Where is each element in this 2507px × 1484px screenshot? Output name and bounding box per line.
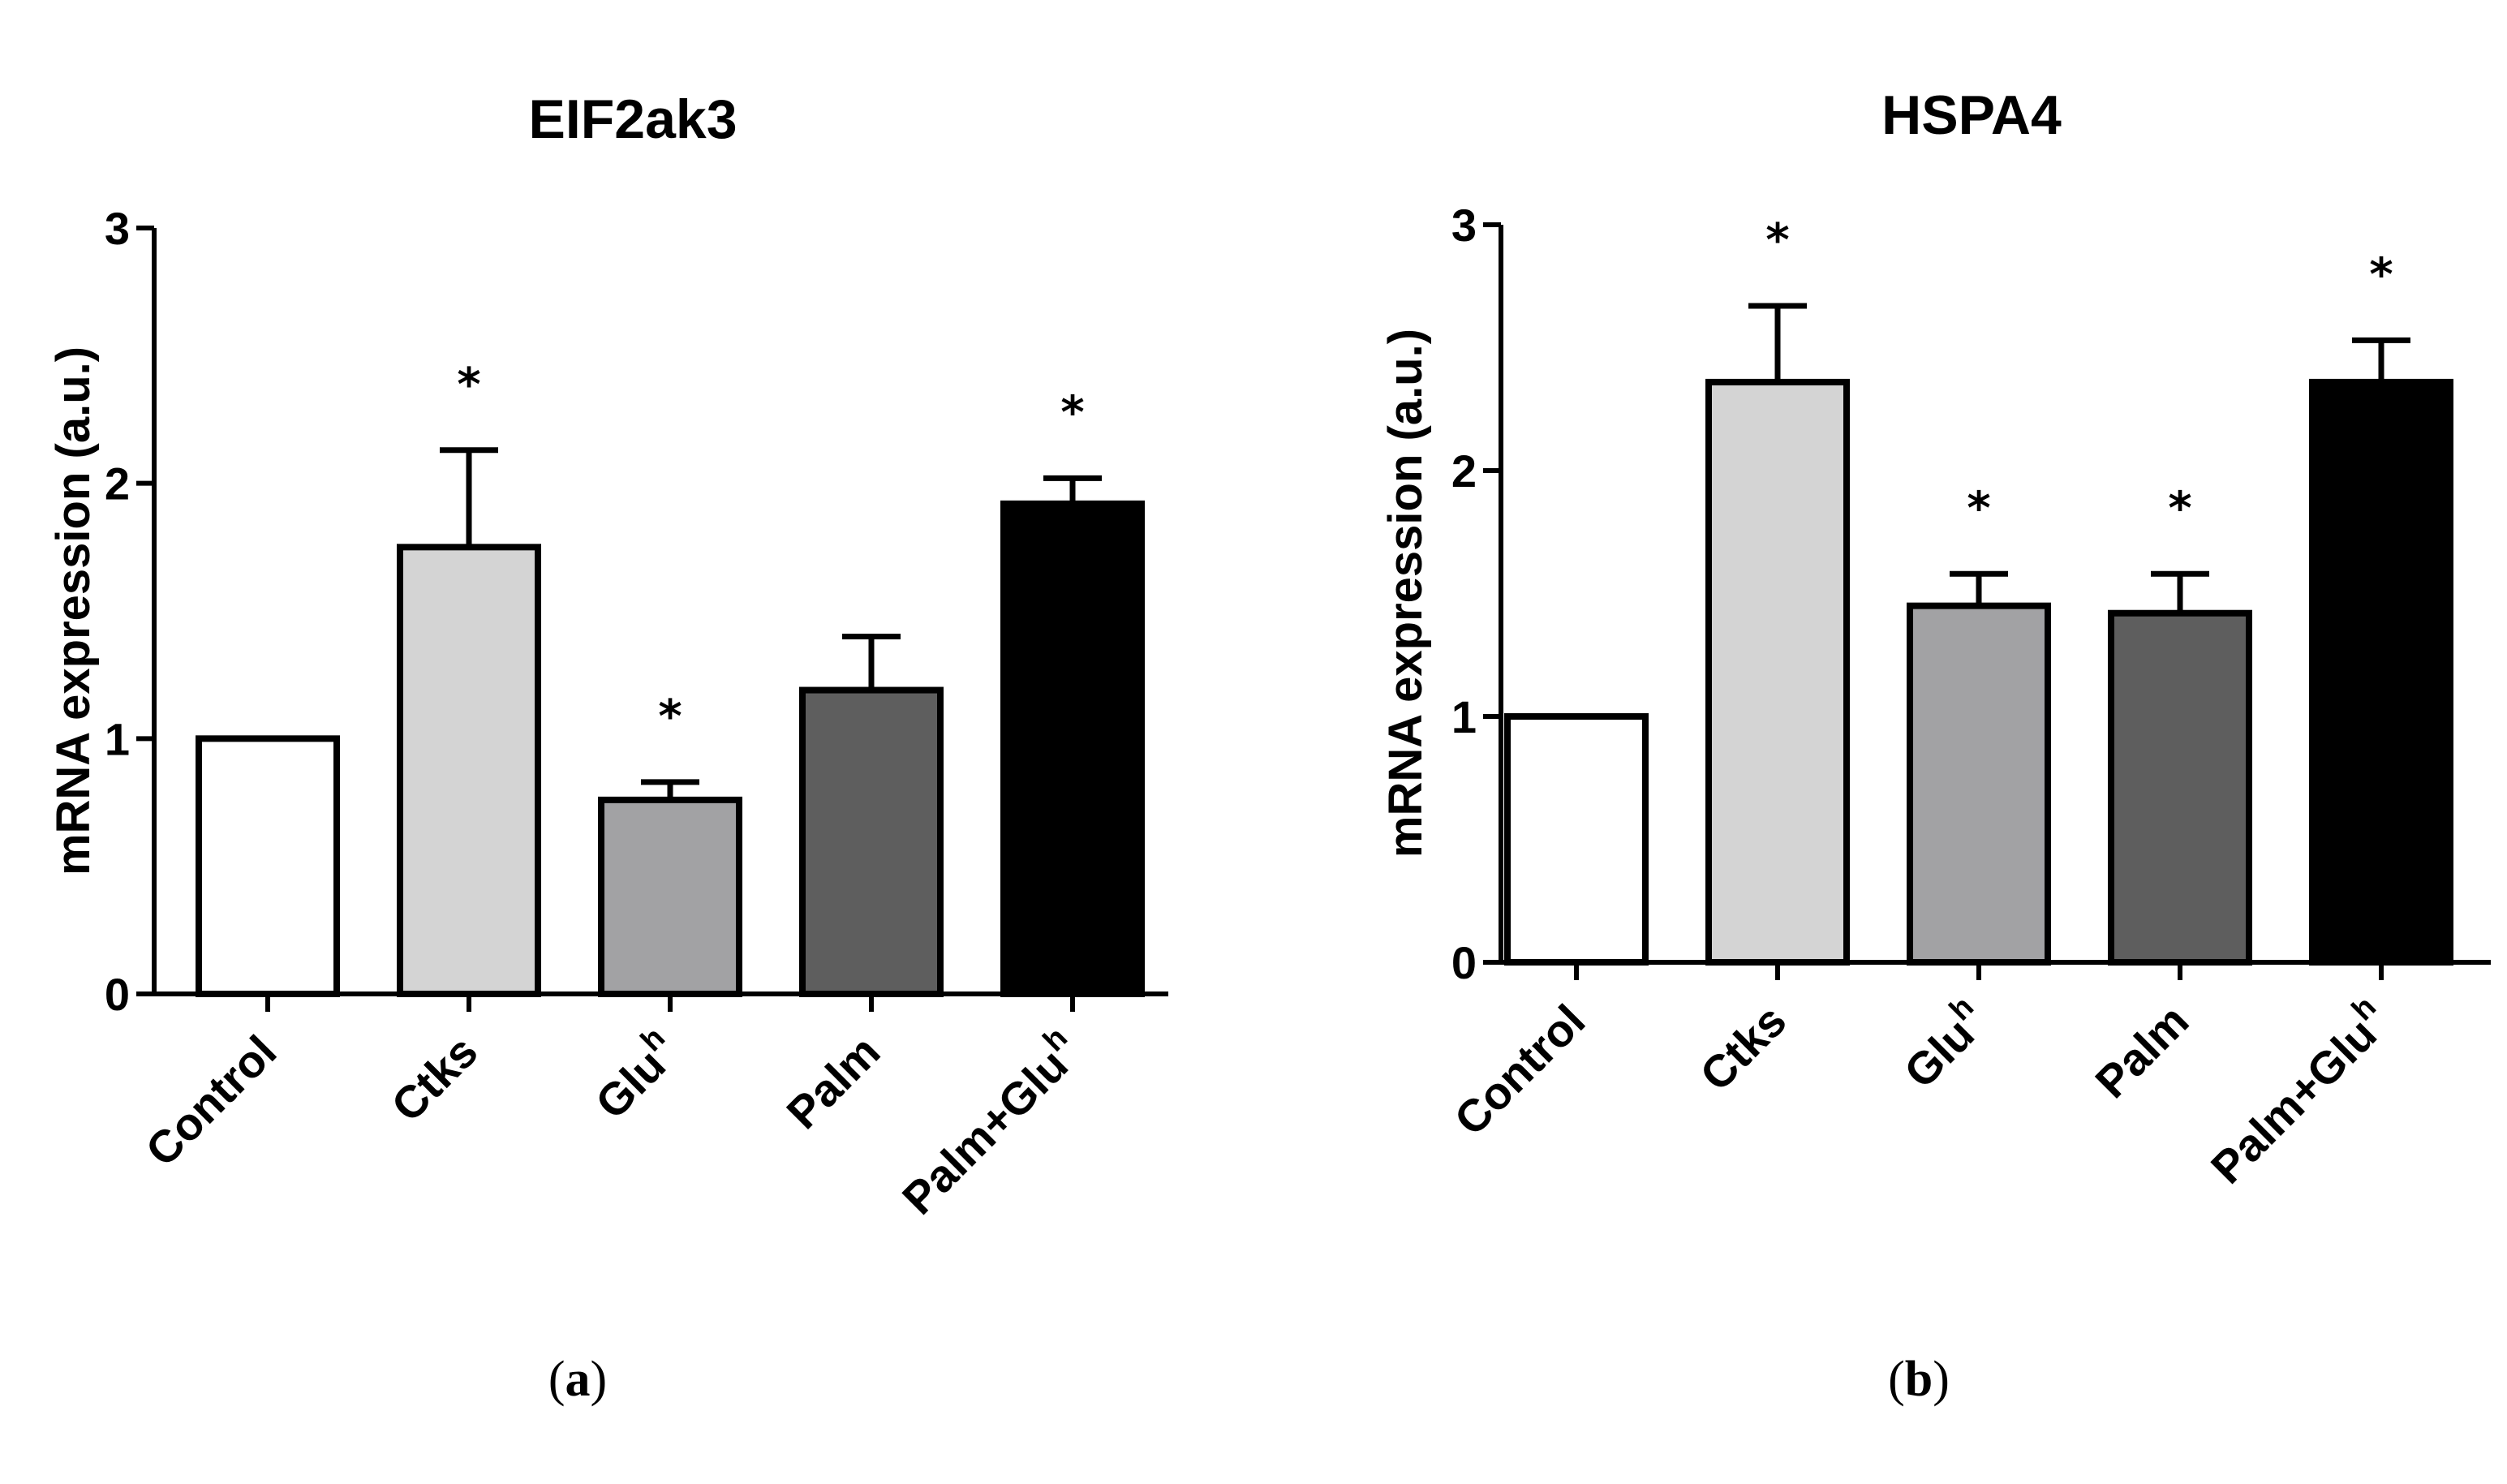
bar-control	[196, 735, 340, 997]
category-label: Palm	[2085, 995, 2198, 1108]
bar-palm-glu	[1000, 500, 1145, 997]
bar-control	[1504, 713, 1649, 966]
significance-star: *	[2168, 482, 2191, 535]
significance-star: *	[1967, 482, 1990, 535]
y-tick-label: 3	[105, 203, 130, 254]
bar-glu	[1907, 602, 2051, 966]
category-label: Control	[135, 1026, 286, 1176]
significance-star: *	[1765, 214, 1789, 267]
significance-star: *	[658, 690, 682, 743]
category-label: Palm+Gluh	[2196, 990, 2399, 1193]
category-label: Gluh	[581, 1021, 689, 1129]
significance-star: *	[1060, 386, 1084, 439]
category-label: Palm	[776, 1026, 889, 1138]
y-axis-label: mRNA expression (a.u.)	[47, 346, 100, 875]
significance-star: *	[457, 359, 480, 411]
y-tick-label: 1	[1451, 691, 1477, 742]
panel-label: (a)	[548, 1352, 607, 1407]
significance-star: *	[2369, 248, 2393, 301]
bar-palm	[2108, 609, 2252, 966]
chart-panel-a: EIF2ak3 mRNA expression (a.u.) 0 1 2 3 Control…	[47, 88, 1168, 1407]
category-label: Control	[1444, 995, 1594, 1145]
chart-title: EIF2ak3	[528, 88, 737, 150]
category-label: Ctks	[381, 1026, 487, 1131]
bar-ctks	[1705, 378, 1850, 966]
y-tick-label: 0	[1451, 937, 1477, 988]
panel-label: (b)	[1888, 1352, 1950, 1407]
y-tick-label: 1	[105, 713, 130, 764]
chart-title: HSPA4	[1881, 84, 2062, 146]
bar-ctks	[397, 544, 541, 997]
category-label: Palm+Gluh	[888, 1021, 1090, 1224]
y-axis-label: mRNA expression (a.u.)	[1379, 329, 1432, 858]
bar-glu	[598, 796, 742, 997]
y-tick-label: 0	[105, 969, 130, 1020]
y-tick-label: 2	[1451, 445, 1477, 497]
bar-palm-glu	[2309, 378, 2453, 966]
y-tick-label: 3	[1451, 200, 1477, 251]
bar-palm	[799, 686, 944, 998]
category-label: Ctks	[1690, 995, 1795, 1100]
chart-panel-b: HSPA4 mRNA expression (a.u.) 0 1 2 3 Control * C…	[1379, 84, 2491, 1407]
category-label: Gluh	[1890, 990, 1997, 1098]
y-tick-label: 2	[105, 458, 130, 510]
